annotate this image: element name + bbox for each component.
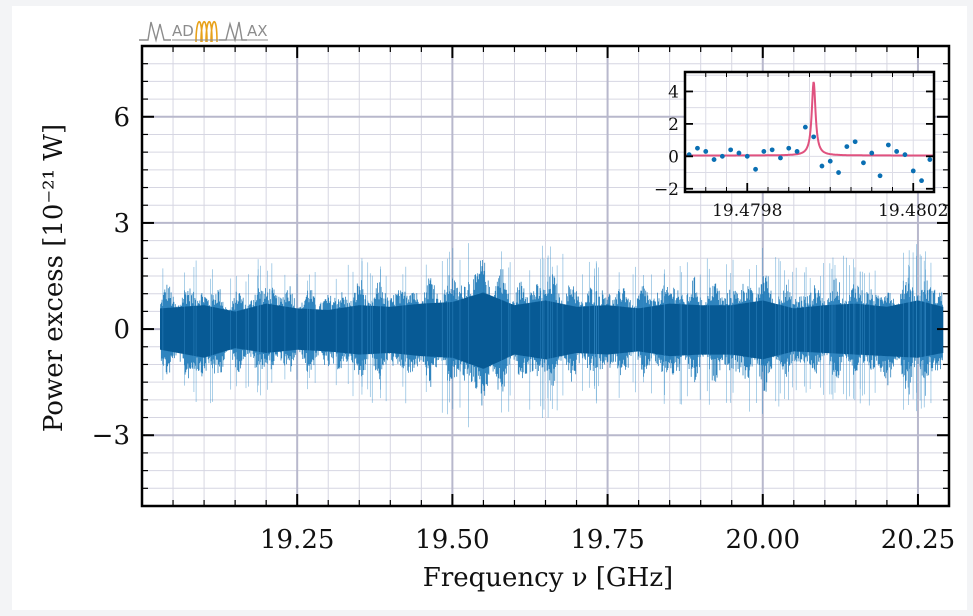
- inset-data-point: [902, 152, 908, 158]
- inset-data-point: [819, 163, 825, 169]
- x-tick-label: 19.50: [415, 525, 489, 555]
- inset-data-point: [802, 124, 808, 130]
- inset-data-point: [719, 153, 725, 159]
- inset-data-point: [794, 149, 800, 154]
- logo-coil-icon: [195, 20, 218, 43]
- inset-data-point: [744, 153, 750, 159]
- main-plot-axes: 19.25 19.50 19.75 20.00 20.25 −3 0 3 6: [92, 44, 955, 555]
- x-tick-label: 19.75: [570, 525, 644, 555]
- inset-plot-series: [685, 81, 934, 184]
- inset-data-point: [927, 157, 933, 162]
- inset-data-point: [711, 157, 717, 162]
- inset-y-tick-label: 2: [668, 115, 679, 135]
- inset-data-point: [894, 149, 900, 154]
- y-tick-label: 6: [113, 103, 130, 133]
- inset-data-point: [786, 145, 792, 151]
- y-tick-label: 0: [113, 315, 130, 345]
- x-tick-label: 19.25: [260, 525, 334, 555]
- inset-y-tick-label: 0: [668, 147, 679, 167]
- x-axis-label: Frequency ν [GHz]: [423, 563, 673, 593]
- inset-data-point: [811, 134, 817, 140]
- main-plot-grid: [141, 45, 950, 507]
- inset-x-tick-label: 19.4798: [712, 201, 782, 221]
- inset-data-point: [827, 158, 833, 164]
- inset-data-point: [869, 150, 875, 156]
- inset-data-point: [919, 178, 924, 184]
- inset-data-point: [736, 150, 742, 156]
- inset-data-point: [852, 139, 858, 145]
- inset-data-point: [728, 147, 734, 153]
- inset-data-point: [836, 170, 841, 175]
- inset-data-point: [778, 155, 783, 161]
- inset-x-tick-label: 19.4802: [878, 201, 948, 221]
- inset-y-tick-label: −2: [654, 180, 679, 200]
- power-noise-core: [160, 292, 944, 369]
- inset-data-point: [844, 144, 850, 149]
- main-plot-series: [160, 243, 944, 428]
- y-tick-label: −3: [92, 421, 130, 451]
- logo-text-right: AX: [247, 22, 268, 40]
- y-axis-label: Power excess [10⁻²¹ W]: [39, 124, 69, 432]
- logo-text-left: AD: [172, 22, 194, 40]
- inset-fit-curve: [685, 81, 934, 157]
- inset-data-point: [769, 147, 775, 153]
- inset-data-point: [861, 160, 866, 166]
- logo-wave-right: [219, 21, 247, 43]
- x-tick-label: 20.25: [881, 525, 955, 555]
- x-tick-label: 20.00: [726, 525, 800, 555]
- logo-wave-left: [139, 21, 171, 43]
- inset-data-point: [761, 149, 767, 154]
- inset-data-point: [877, 173, 883, 179]
- inset-data-point: [885, 142, 891, 148]
- inset-data-point: [703, 149, 709, 154]
- inset-data-point: [910, 168, 916, 174]
- inset-data-point: [695, 145, 700, 151]
- inset-y-tick-label: 4: [668, 82, 679, 102]
- inset-data-point: [753, 166, 758, 172]
- madmax-logo: AD AX: [139, 20, 268, 43]
- inset-plot-axes: −2 0 2 4 19.4798 19.4802: [654, 70, 948, 221]
- y-tick-label: 3: [113, 209, 130, 239]
